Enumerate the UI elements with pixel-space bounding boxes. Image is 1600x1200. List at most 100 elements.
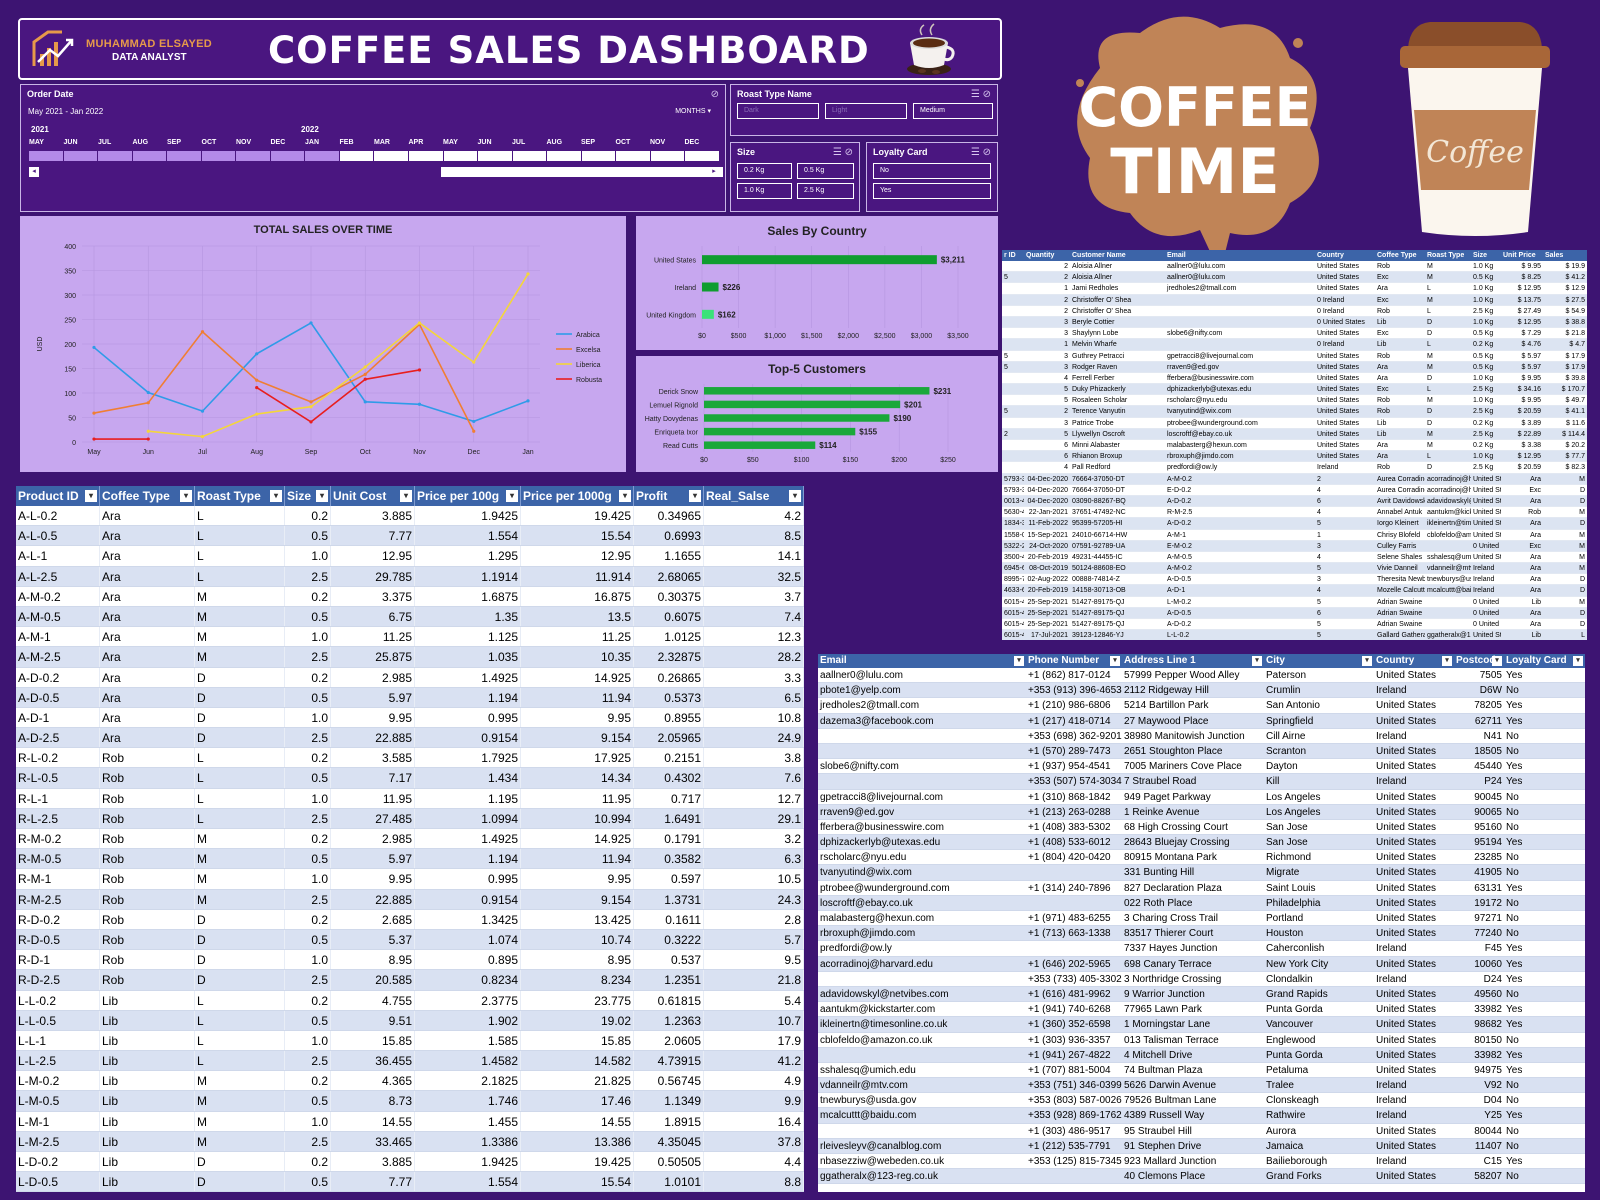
table-cell[interactable]: 1.9425	[415, 506, 521, 526]
table-cell[interactable]: Rob	[1377, 464, 1390, 472]
table-cell[interactable]: 2	[1064, 263, 1068, 270]
table-cell[interactable]: No	[1506, 730, 1519, 742]
table-cell[interactable]: 2	[1064, 408, 1068, 416]
table-row[interactable]: 1558-09615-Sep-2021 24010-66714-HW A-M-1 1 C…	[1002, 530, 1587, 541]
table-cell[interactable]: 10.7	[704, 1010, 804, 1030]
table-cell[interactable]: A-L-1	[16, 546, 100, 566]
table-cell[interactable]	[1002, 462, 1024, 472]
table-cell[interactable]	[818, 729, 1026, 743]
table-row[interactable]: A-D-0.2 Ara D 0.2 2.985 1.4925 14.925 0.26865 3.…	[16, 667, 804, 688]
filter-dropdown-icon[interactable]: ▾	[1362, 656, 1372, 666]
table-row[interactable]: L-M-0.5 Lib M 0.5 8.73 1.746 17.46 1.1349 9.9	[16, 1091, 804, 1112]
table-cell[interactable]: 827 Declaration Plaza	[1124, 882, 1222, 894]
table-cell[interactable]: A-M-1	[1167, 531, 1187, 539]
table-cell[interactable]: 0 United States	[1473, 542, 1501, 550]
table-cell[interactable]: 4.755	[331, 990, 415, 1010]
table-row[interactable]: 5 2 Aloisia Allner aallner0@lulu.com United …	[1002, 272, 1587, 284]
table-row[interactable]: dazema3@facebook.com +1 (217) 418-0714 27 …	[818, 713, 1585, 729]
total-sales-line-chart[interactable]: TOTAL SALES OVER TIME 0 50 100 150 200 250 300…	[20, 216, 626, 472]
table-cell[interactable]: D	[1579, 587, 1585, 595]
table-row[interactable]: +1 (941) 267-4822 4 Mitchell Drive Punta G…	[818, 1047, 1585, 1063]
table-cell[interactable]: Rob	[100, 748, 195, 768]
table-cell[interactable]: Aloisia Allner	[1072, 274, 1113, 282]
table-cell[interactable]: 6015-429	[1004, 632, 1024, 640]
table-row[interactable]: 5 2 Terence Vanyutin tvanyutind@wix.com Unit…	[1002, 406, 1587, 418]
table-cell[interactable]: 18505	[1474, 745, 1502, 757]
table-cell[interactable]: $ 3.89	[1521, 419, 1541, 427]
table-row[interactable]: rbroxuph@jimdo.com +1 (713) 663-1338 83517…	[818, 926, 1585, 942]
column-header[interactable]: r ID	[1002, 250, 1024, 261]
table-row[interactable]: 6 Rhianon Broxup rbroxuph@jimdo.com United …	[1002, 451, 1587, 463]
table-cell[interactable]: United States	[1376, 882, 1437, 894]
table-cell[interactable]: Annabel Antuk	[1377, 509, 1423, 517]
filter-dropdown-icon[interactable]: ▾	[400, 490, 412, 502]
table-cell[interactable]: Paterson	[1266, 670, 1307, 681]
table-cell[interactable]: Christoffer O' Shea	[1072, 307, 1132, 315]
filter-dropdown-icon[interactable]: ▾	[1442, 656, 1452, 666]
table-cell[interactable]: 6	[1317, 497, 1321, 505]
table-cell[interactable]: Ara	[100, 728, 195, 748]
table-cell[interactable]: ggatheralx@123-reg.co.uk	[1427, 632, 1471, 640]
table-cell[interactable]: $ 38.8	[1565, 318, 1585, 326]
table-cell[interactable]: 1.0	[285, 707, 331, 728]
table-cell[interactable]: mcalcuttt@baidu.com	[820, 1110, 917, 1122]
table-cell[interactable]: 2.0605	[634, 1030, 704, 1051]
table-cell[interactable]: Crumlin	[1266, 685, 1301, 697]
table-cell[interactable]: +1 (310) 868-1842	[1028, 791, 1111, 803]
table-row[interactable]: 5 Rosaleen Scholar rscholarc@nyu.edu United…	[1002, 395, 1587, 407]
table-cell[interactable]: D	[195, 707, 285, 728]
table-cell[interactable]: 32.5	[704, 566, 804, 586]
table-cell[interactable]: 62711	[1474, 715, 1502, 727]
table-cell[interactable]: 1.3731	[634, 889, 704, 909]
table-cell[interactable]: United States	[1376, 852, 1437, 864]
table-cell[interactable]: 4.9	[704, 1071, 804, 1091]
table-cell[interactable]: A-D-0.5	[1167, 609, 1192, 617]
table-cell[interactable]: 0.5	[285, 929, 331, 950]
multi-select-filter-icon[interactable]: ☰ ⊘	[970, 147, 991, 158]
table-cell[interactable]: United States	[1376, 700, 1437, 712]
table-row[interactable]: R-D-1 Rob D 1.0 8.95 0.895 8.95 0.537 9.5	[16, 950, 804, 971]
timeline-month-cell[interactable]	[270, 151, 305, 161]
table-cell[interactable]: 41905	[1474, 867, 1502, 879]
table-cell[interactable]: 022 Roth Place	[1124, 897, 1193, 909]
table-cell[interactable]: 1.4925	[415, 829, 521, 849]
table-cell[interactable]: +1 (646) 202-5965	[1028, 958, 1111, 970]
table-cell[interactable]: Ireland	[1376, 1080, 1407, 1092]
table-cell[interactable]: 11.25	[331, 627, 415, 647]
table-cell[interactable]: L-M-0.2	[1167, 598, 1192, 606]
table-cell[interactable]: 0.5 Kg	[1473, 274, 1494, 282]
table-cell[interactable]: 2.5 Kg	[1473, 307, 1494, 315]
table-cell[interactable]: Yes	[1506, 700, 1523, 712]
table-cell[interactable]: Ara	[1377, 285, 1388, 293]
table-cell[interactable]: 21.8	[704, 970, 804, 990]
table-cell[interactable]: 9.95	[331, 869, 415, 889]
table-cell[interactable]: 19172	[1474, 897, 1502, 909]
table-row[interactable]: 1 Jami Redholes jredholes2@tmall.com United…	[1002, 283, 1587, 295]
table-cell[interactable]: Duky Phizackerly	[1072, 386, 1126, 394]
table-cell[interactable]: 0.3222	[634, 929, 704, 950]
table-row[interactable]: ptrobee@wunderground.com +1 (314) 240-789…	[818, 881, 1585, 896]
table-cell[interactable]: 25-Sep-2021	[1027, 621, 1068, 628]
table-cell[interactable]: 13.425	[521, 909, 634, 929]
table-cell[interactable]: L	[1427, 285, 1431, 293]
table-cell[interactable]: 2.685	[331, 909, 415, 929]
table-cell[interactable]: 4.4	[704, 1152, 804, 1172]
table-cell[interactable]	[1165, 306, 1315, 316]
table-cell[interactable]: No	[1506, 745, 1519, 757]
table-cell[interactable]: 11.25	[521, 627, 634, 647]
table-cell[interactable]: 90045	[1474, 791, 1502, 803]
table-cell[interactable]	[1002, 373, 1024, 383]
table-cell[interactable]: $ 7.29	[1521, 330, 1541, 338]
table-cell[interactable]: R-D-0.5	[16, 929, 100, 950]
table-cell[interactable]: 0 Ireland	[1317, 296, 1345, 304]
table-cell[interactable]: 2.5	[285, 728, 331, 748]
column-header[interactable]: Size	[1471, 250, 1501, 261]
table-cell[interactable]: 00888-74814-Z	[1072, 576, 1120, 584]
table-row[interactable]: nbasezziw@webeden.co.uk +353 (125) 815-73…	[818, 1154, 1585, 1170]
table-cell[interactable]: 16.875	[521, 586, 634, 606]
table-cell[interactable]: Yes	[1506, 943, 1523, 955]
table-cell[interactable]: 78205	[1474, 700, 1502, 712]
table-cell[interactable]: A-D-0.5	[1167, 576, 1192, 584]
table-cell[interactable]: 3	[1064, 330, 1068, 338]
table-cell[interactable]: dazema3@facebook.com	[820, 715, 934, 727]
